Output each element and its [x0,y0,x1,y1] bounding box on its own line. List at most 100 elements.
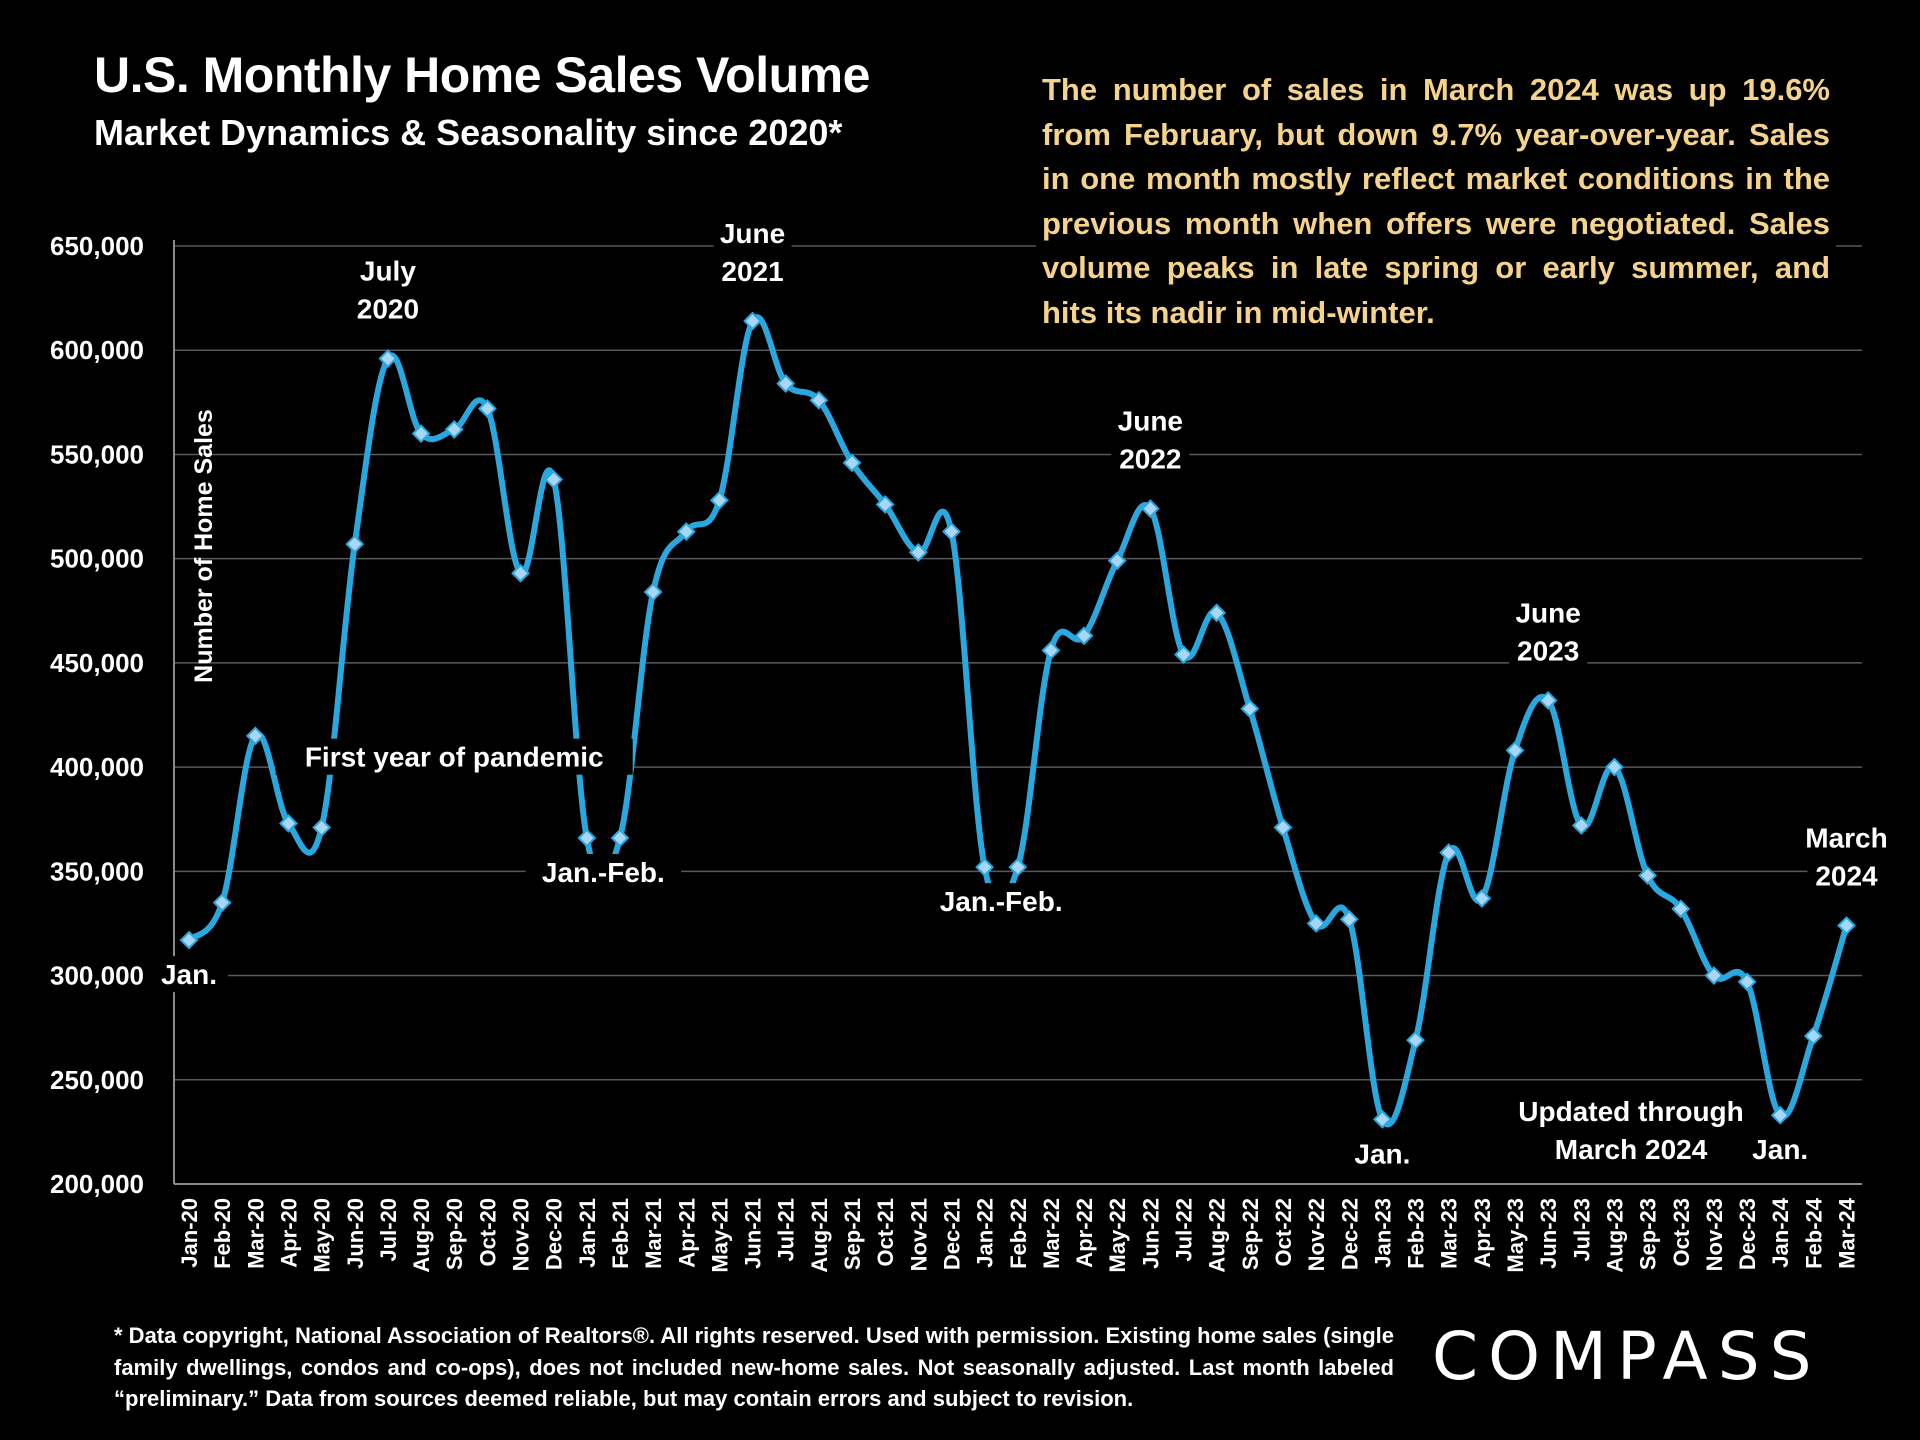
x-tick-label: May-20 [310,1198,335,1273]
data-point-may-23 [1505,741,1525,760]
x-tick-label: May-21 [707,1198,732,1273]
annotation-bg [1799,819,1894,856]
x-tick-label: Jun-23 [1536,1198,1561,1269]
y-tick-label: 300,000 [50,961,144,991]
data-point-nov-21 [908,542,928,562]
x-tick-label: Aug-23 [1602,1198,1627,1273]
x-tick-label: Jun-21 [741,1198,766,1269]
x-tick-label: Sep-22 [1238,1198,1263,1270]
x-tick-label: Nov-20 [509,1198,534,1271]
annotation-bg [1741,1131,1820,1168]
data-point-apr-20 [279,813,298,833]
data-point-jan-24 [1770,1105,1790,1125]
annotation-text: June [1515,597,1580,628]
gridlines [174,245,1862,1081]
annotation-bg [348,290,427,327]
annotation-text: March [1805,823,1887,854]
annotation-jan-24: Jan. [1741,1131,1820,1168]
annotation-mar-24: March 2024 [1799,819,1894,894]
x-tick-label: May-23 [1503,1198,1528,1273]
annotation-bg [525,853,682,890]
annotation-bg [1509,632,1588,669]
annotation-bg [1545,1130,1717,1167]
x-tick-label: Dec-22 [1337,1198,1362,1270]
x-tick-label: Oct-22 [1271,1198,1296,1266]
data-point-mar-20 [245,726,265,746]
x-tick-label: Mar-24 [1835,1197,1860,1269]
footnote: * Data copyright, National Association o… [114,1323,1394,1411]
annotation-text: First year of pandemic [305,742,604,773]
annotation-bg [713,253,792,290]
data-point-sep-20 [444,420,464,439]
x-tick-label: Oct-21 [873,1198,898,1266]
x-tick-label: Jul-23 [1569,1198,1594,1262]
data-point-nov-20 [511,563,530,583]
data-point-apr-22 [1074,626,1094,646]
data-point-may-20 [312,818,332,837]
annotation-jan-23: Jan. [1343,1135,1422,1172]
annotation-pandemic: First year of pandemic [275,738,633,775]
annotation-bg [348,252,427,289]
series-markers [179,311,1856,1129]
data-point-may-21 [709,490,729,510]
data-point-nov-23 [1704,966,1724,985]
data-point-apr-23 [1472,889,1492,908]
x-tick-label: Nov-21 [906,1198,931,1271]
x-tick-labels: Jan-20 Feb-20 Mar-20 Apr-20 May-20 Jun-20 Jul-… [177,1197,1860,1272]
data-point-feb-22 [1008,857,1028,877]
x-tick-label: Aug-21 [807,1198,832,1273]
data-point-aug-20 [411,424,431,444]
x-tick-label: Sep-23 [1636,1198,1661,1270]
x-tick-label: Mar-21 [641,1198,666,1269]
x-tick-label: Jun-22 [1138,1198,1163,1269]
x-tick-label: Nov-22 [1304,1198,1329,1271]
annotation-text: Jan.-Feb. [940,886,1063,917]
y-tick-label: 250,000 [50,1065,144,1095]
annotation-bg [1506,1092,1756,1129]
annotation-text: Jan. [1752,1134,1808,1165]
data-point-aug-23 [1605,757,1624,777]
series-line [186,314,1850,1128]
annotation-bg [1509,594,1588,631]
x-tick-label: May-22 [1105,1198,1130,1273]
x-tick-label: Jan-23 [1370,1198,1395,1268]
x-tick-label: Oct-23 [1669,1198,1694,1266]
x-tick-label: Feb-24 [1801,1197,1826,1269]
y-tick-label: 500,000 [50,544,144,574]
annotation-text: 2024 [1815,861,1878,892]
x-tick-label: Apr-20 [276,1198,301,1268]
data-point-jun-23 [1538,690,1558,710]
x-tick-label: Jul-21 [774,1198,799,1262]
annotation-bg [713,215,792,252]
annotation-bg [1807,857,1886,894]
annotation-text: June [1118,406,1183,437]
x-tick-label: Jul-22 [1172,1198,1197,1262]
annotation-text: June [720,218,785,249]
x-tick-label: Feb-23 [1404,1198,1429,1269]
annotation-text: Jan. [161,959,217,990]
axes [173,240,1862,1185]
data-point-dec-21 [942,522,961,541]
annotation-bg [1111,402,1190,439]
data-point-jan-22 [975,857,995,877]
data-point-mar-23 [1439,843,1459,862]
chart-title: U.S. Monthly Home Sales Volume [94,47,870,103]
callout-text: The number of sales in March 2024 was up… [1036,68,1836,335]
data-point-sep-23 [1638,866,1658,885]
data-point-oct-20 [477,399,497,419]
annotation-bg [275,738,633,775]
y-tick-label: 400,000 [50,752,144,782]
x-tick-label: Dec-23 [1735,1198,1760,1270]
compass-logo: COMPASS [1432,1318,1822,1395]
data-point-aug-21 [809,390,829,410]
data-point-feb-20 [212,893,232,913]
x-tick-label: Dec-20 [542,1198,567,1270]
data-point-jan-23 [1372,1109,1392,1129]
x-tick-label: Nov-23 [1702,1198,1727,1271]
x-tick-label: Mar-20 [243,1198,268,1269]
data-point-nov-22 [1306,914,1326,933]
series-line-path [186,314,1850,1128]
x-tick-label: Feb-22 [1006,1198,1031,1269]
annotation-text: July [360,256,416,287]
data-point-mar-22 [1041,640,1061,660]
